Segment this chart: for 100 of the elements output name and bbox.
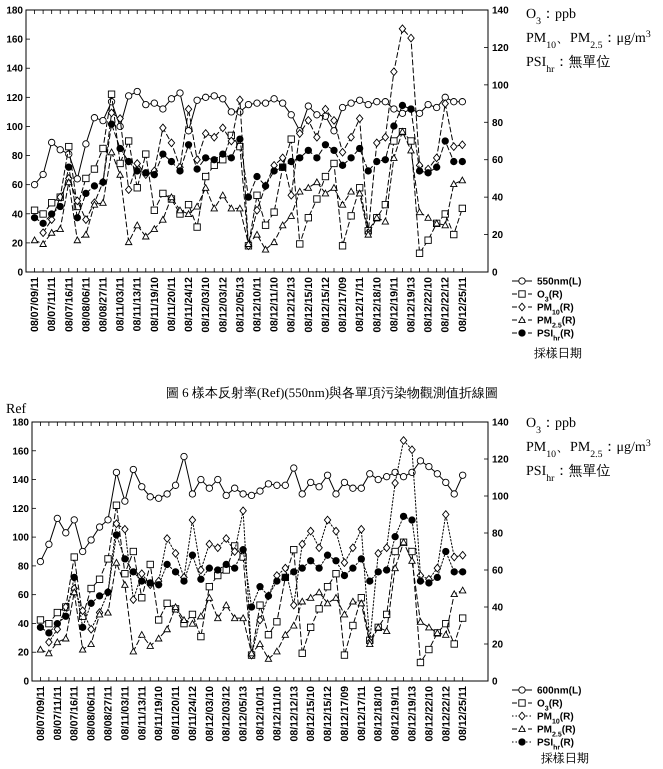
x-tick-label: 08/12/25/11 (456, 276, 469, 332)
x-tick-label: 08/07/11/11 (46, 276, 58, 332)
x-tick-label: 08/11/19/10 (153, 686, 166, 741)
x-tick-label: 08/12/19/13 (406, 686, 418, 742)
y-axis-title: Ref (6, 402, 27, 417)
y-tick-label: 180 (6, 6, 24, 16)
x-tick-label: 08/11/20/11 (166, 276, 178, 332)
x-tick-label: 08/11/24/12 (186, 686, 199, 741)
legend-label: PSI$_{hr}$(R) (537, 328, 574, 342)
y2-tick-label: 120 (492, 42, 510, 54)
y-tick-label: 80 (18, 561, 30, 572)
x-tick-label: 08/08/06/11 (86, 686, 98, 741)
y2-tick-label: 120 (492, 454, 510, 466)
y-tick-label: 120 (12, 504, 30, 515)
y-tick-label: 140 (12, 475, 30, 486)
y2-tick-label: 140 (492, 6, 510, 16)
x-tick-label: 08/12/15/12 (320, 276, 332, 332)
text: PM$_{10}$、PM$_{2.5}$：μg/m$^{3}$ (526, 438, 651, 460)
x-axis-title: 採樣日期 (541, 751, 589, 765)
y2-tick-label: 60 (492, 155, 504, 166)
legend-label: PM$_{2.5}$(R) (537, 316, 576, 329)
legend-label: PM$_{10}$(R) (537, 302, 574, 316)
y-tick-label: 40 (12, 209, 24, 220)
x-tick-label: 08/12/18/10 (372, 686, 385, 742)
y-tick-label: 60 (18, 590, 30, 602)
x-tick-label: 08/12/05/13 (234, 276, 246, 332)
x-tick-label: 08/12/12/13 (288, 686, 300, 742)
y-tick-label: 80 (12, 151, 24, 162)
x-tick-label: 08/12/18/10 (371, 276, 384, 332)
y-tick-label: 140 (6, 64, 24, 75)
x-tick-label: 08/12/22/12 (440, 686, 452, 742)
legend-label: PM$_{2.5}$(R) (537, 724, 576, 738)
legend-label: 600nm(L) (537, 686, 582, 696)
x-tick-label: 08/11/03/11 (114, 276, 127, 332)
y-tick-label: 100 (12, 532, 30, 544)
x-tick-label: 08/12/15/10 (305, 686, 318, 742)
y2-tick-label: 40 (492, 192, 504, 204)
x-tick-label: 08/12/03/12 (220, 686, 233, 742)
text: O$_{3}$：ppb (526, 416, 576, 436)
y-tick-label: 0 (23, 676, 30, 688)
y-tick-label: 120 (6, 92, 24, 104)
x-tick-label: 08/11/13/11 (136, 686, 148, 740)
y-tick-label: 20 (18, 648, 30, 659)
x-tick-label: 08/12/15/10 (302, 276, 315, 332)
x-tick-label: 08/12/11/10 (268, 276, 281, 332)
x-tick-label: 08/07/16/11 (63, 276, 76, 332)
x-tick-label: 08/12/12/13 (286, 276, 298, 332)
y2-tick-label: 0 (492, 676, 498, 688)
y2-tick-label: 40 (492, 602, 504, 614)
y2-tick-label: 0 (492, 268, 498, 278)
x-tick-label: 08/12/10/11 (254, 686, 266, 741)
x-tick-label: 08/12/15/12 (322, 686, 334, 742)
y-tick-label: 160 (6, 34, 24, 46)
legend-label: PSI$_{hr}$(R) (537, 738, 574, 751)
x-tick-label: 08/12/22/10 (422, 276, 435, 332)
x-tick-label: 08/12/17/11 (356, 686, 368, 741)
legend-label: O$_{3}$(R) (537, 698, 563, 712)
x-tick-label: 08/12/03/10 (204, 686, 216, 742)
y2-tick-label: 60 (492, 566, 504, 576)
y2-tick-label: 140 (492, 418, 510, 428)
x-tick-label: 08/12/03/12 (217, 276, 230, 332)
x-tick-label: 08/11/20/11 (170, 686, 182, 740)
x-tick-label: 08/12/17/11 (354, 276, 366, 332)
x-tick-label: 08/08/06/11 (80, 276, 92, 332)
x-tick-label: 08/07/09/11 (29, 276, 42, 332)
y-tick-label: 0 (17, 268, 24, 278)
x-tick-label: 08/11/13/11 (132, 276, 144, 332)
x-tick-label: 08/11/24/12 (183, 276, 196, 332)
x-tick-label: 08/07/11/11 (52, 686, 64, 740)
y2-tick-label: 20 (492, 640, 504, 650)
y-tick-label: 100 (6, 122, 24, 133)
x-tick-label: 08/12/25/11 (457, 686, 470, 741)
x-tick-label: 08/11/03/11 (119, 686, 132, 740)
caption: 圖 6 樣本反射率(Ref)(550nm)與各單項污染物觀測值折線圖 (166, 385, 498, 400)
x-tick-label: 08/12/19/11 (388, 276, 400, 332)
legend-label: O$_{3}$(R) (537, 290, 563, 303)
y-tick-label: 60 (12, 180, 24, 192)
y2-tick-label: 80 (492, 118, 504, 129)
y2-tick-label: 100 (492, 80, 510, 92)
x-tick-label: 08/12/19/11 (390, 686, 402, 741)
x-tick-label: 08/12/05/13 (238, 686, 250, 742)
y2-tick-label: 80 (492, 528, 504, 540)
x-tick-label: 08/12/22/12 (440, 276, 452, 332)
legend-label: 550nm(L) (537, 276, 582, 288)
x-tick-label: 08/12/11/10 (271, 686, 284, 741)
x-tick-label: 08/12/17/09 (337, 276, 350, 332)
y2-tick-label: 20 (492, 230, 504, 242)
x-tick-label: 08/12/10/11 (252, 276, 264, 332)
text: PSI$_{hr}$：無單位 (526, 54, 610, 74)
text: PM$_{10}$、PM$_{2.5}$：μg/m$^{3}$ (526, 28, 651, 50)
x-tick-label: 08/12/22/10 (423, 686, 436, 742)
legend-label: PM$_{10}$(R) (537, 712, 574, 725)
x-tick-label: 08/12/17/09 (338, 686, 351, 742)
x-axis-title: 採樣日期 (534, 346, 582, 360)
text: PSI$_{hr}$：無單位 (526, 463, 610, 484)
x-tick-label: 08/12/19/13 (406, 276, 418, 332)
x-tick-label: 08/08/27/11 (98, 276, 110, 332)
text: O$_{3}$：ppb (526, 7, 576, 26)
y2-tick-label: 100 (492, 492, 510, 502)
x-tick-label: 08/07/09/11 (34, 686, 47, 741)
